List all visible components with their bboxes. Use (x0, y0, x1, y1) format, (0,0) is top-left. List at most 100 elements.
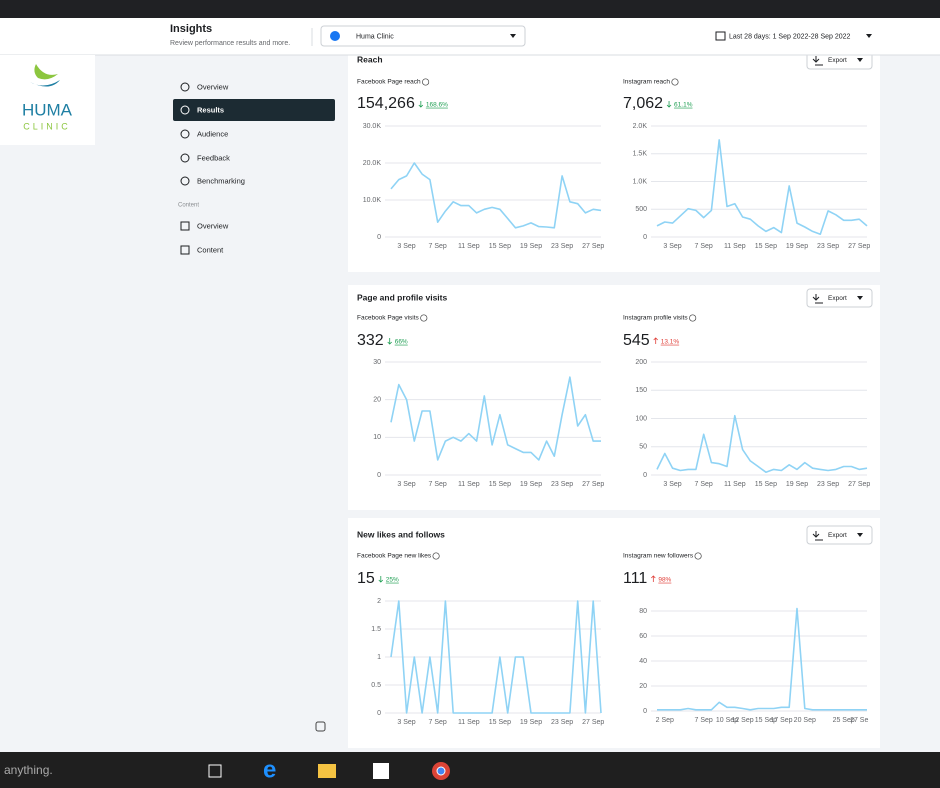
dropdown-caret (510, 34, 516, 38)
y-tick-label: 0 (377, 234, 381, 241)
y-tick-label: 1.0K (633, 178, 648, 185)
y-tick-label: 0 (643, 708, 647, 715)
x-tick-label: 27 Se (850, 717, 868, 724)
metric-change: 98% (658, 577, 671, 584)
x-tick-label: 27 Sep (582, 481, 604, 488)
metric-change: 61.1% (674, 102, 693, 109)
card (348, 40, 880, 272)
task-view-icon[interactable] (208, 764, 222, 778)
nav-item[interactable]: Feedback (197, 153, 230, 162)
metric-total: 154,266 (357, 95, 415, 112)
store-icon[interactable] (373, 763, 389, 779)
y-tick-label: 150 (635, 387, 647, 394)
x-tick-label: 11 Sep (724, 243, 746, 250)
y-tick-label: 30 (373, 359, 381, 366)
date-range[interactable]: Last 28 days: 1 Sep 2022-28 Sep 2022 (729, 33, 851, 40)
y-tick-label: 20.0K (363, 160, 382, 167)
x-tick-label: 23 Sep (551, 243, 573, 250)
x-tick-label: 19 Sep (520, 481, 542, 488)
x-tick-label: 2 Sep (656, 717, 674, 724)
x-tick-label: 7 Sep (429, 243, 447, 250)
y-tick-label: 100 (635, 415, 647, 422)
dropdown-caret (866, 34, 872, 38)
nav-item[interactable]: Results (197, 105, 224, 114)
x-tick-label: 23 Sep (551, 481, 573, 488)
nav-item[interactable]: Benchmarking (197, 176, 245, 185)
x-tick-label: 3 Sep (397, 243, 415, 250)
metric-total: 15 (357, 570, 375, 587)
x-tick-label: 15 Sep (489, 481, 511, 488)
x-tick-label: 19 Sep (520, 719, 542, 726)
export-icon (812, 294, 823, 304)
metric-total: 111 (623, 570, 647, 587)
edge-icon[interactable]: e (263, 756, 276, 783)
taskbar-search[interactable]: anything. (4, 763, 53, 777)
x-tick-label: 7 Sep (429, 719, 447, 726)
nav-item[interactable]: Audience (197, 129, 228, 138)
nav-active (173, 99, 335, 121)
collapse-icon[interactable] (315, 721, 326, 732)
info-icon (422, 78, 430, 86)
nav-icon (180, 105, 190, 115)
export-icon (812, 56, 823, 66)
calendar-icon (715, 31, 726, 41)
x-tick-label: 27 Sep (582, 243, 604, 250)
logo-bird (34, 64, 58, 80)
series-line (390, 600, 602, 714)
nav-item[interactable]: Overview (197, 221, 229, 230)
dropdown-caret (857, 296, 863, 300)
series-line (656, 414, 868, 473)
x-tick-label: 11 Sep (458, 719, 480, 726)
nav-item[interactable]: Overview (197, 82, 229, 91)
card-title: Reach (357, 54, 383, 64)
x-tick-label: 27 Sep (848, 243, 870, 250)
export-label: Export (828, 532, 847, 539)
x-tick-label: 15 Sep (755, 481, 777, 488)
series-line (390, 376, 601, 461)
nav-item[interactable]: Content (197, 245, 224, 254)
account-selector[interactable] (320, 25, 526, 47)
trend-arrow (387, 338, 392, 345)
logo-bird (30, 80, 60, 87)
metric-title: Facebook Page visits (357, 315, 420, 322)
x-tick-label: 25 Sep (833, 717, 855, 724)
trend-arrow (378, 576, 384, 583)
nav-icon (180, 153, 190, 163)
taskbar (0, 752, 940, 788)
x-tick-label: 23 Sep (551, 719, 573, 726)
y-tick-label: 2 (377, 598, 381, 605)
card (348, 285, 880, 510)
metric-title: Facebook Page reach (357, 79, 421, 86)
card-title: Page and profile visits (357, 292, 447, 302)
x-tick-label: 27 Sep (848, 481, 870, 488)
info-icon (671, 78, 679, 86)
x-tick-label: 3 Sep (397, 719, 415, 726)
trend-arrow (651, 575, 656, 582)
x-tick-label: 15 Sep (489, 243, 511, 250)
export-button[interactable] (806, 288, 873, 308)
nav-icon (180, 245, 190, 255)
x-tick-label: 11 Sep (724, 481, 746, 488)
series-line (657, 607, 867, 711)
explorer-icon[interactable] (318, 764, 336, 778)
x-tick-label: 19 Sep (786, 243, 808, 250)
y-tick-label: 30.0K (363, 123, 382, 130)
x-tick-label: 3 Sep (397, 481, 415, 488)
header-subtitle: Review performance results and more. (170, 40, 290, 47)
info-icon (694, 552, 702, 560)
account-icon (330, 31, 340, 41)
export-button[interactable] (806, 525, 873, 545)
x-tick-label: 23 Sep (817, 481, 839, 488)
series-line (656, 139, 868, 235)
x-tick-label: 15 Sep (489, 719, 511, 726)
x-tick-label: 7 Sep (695, 481, 713, 488)
y-tick-label: 1 (377, 654, 381, 661)
trend-arrow (418, 101, 424, 108)
x-tick-label: 15 Sep (755, 717, 777, 724)
metric-title: Instagram new followers (623, 553, 694, 560)
y-tick-label: 10.0K (363, 197, 382, 204)
sidebar: Overview Results Audience Feedback Benchmark… (173, 82, 335, 255)
trend-arrow (653, 337, 658, 344)
